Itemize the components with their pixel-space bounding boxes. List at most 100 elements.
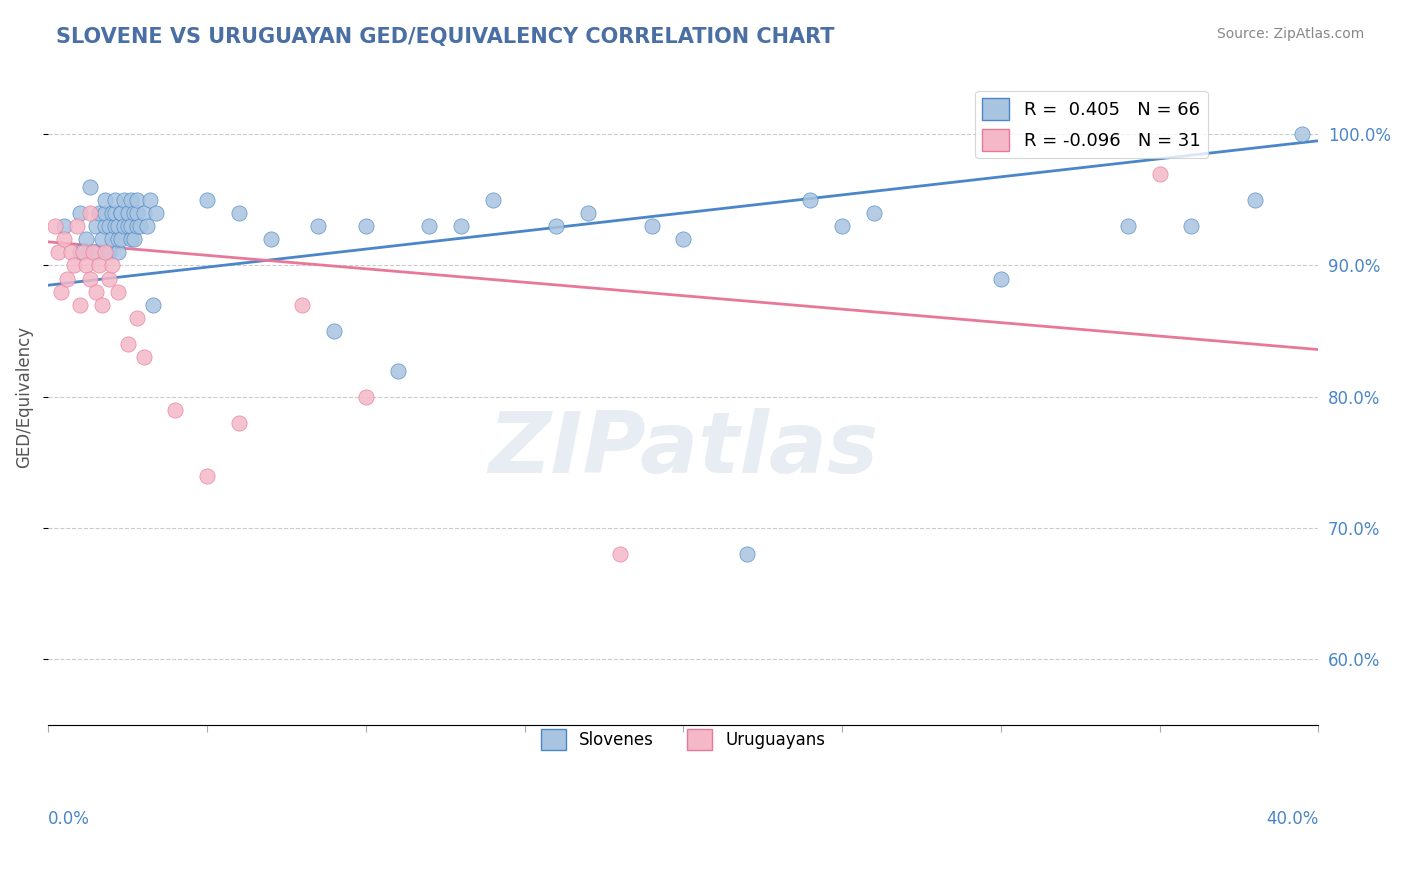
Text: Source: ZipAtlas.com: Source: ZipAtlas.com (1216, 27, 1364, 41)
Point (104, 206, 127, 220)
Point (1291, 127, 1313, 141)
Point (576, 206, 599, 220)
Point (450, 219, 472, 233)
Point (44, 219, 66, 233)
Point (107, 245, 129, 260)
Point (69, 206, 91, 220)
Point (546, 219, 568, 233)
Point (82, 245, 104, 260)
Point (97, 219, 120, 233)
Point (132, 206, 155, 220)
Point (135, 219, 157, 233)
Point (228, 416, 250, 430)
Point (354, 390, 377, 404)
Point (323, 324, 346, 338)
Point (120, 193, 142, 207)
Point (142, 298, 165, 312)
Point (165, 403, 187, 417)
Point (94, 193, 117, 207)
Point (990, 271, 1012, 285)
Point (101, 232, 124, 246)
Point (259, 232, 281, 246)
Point (195, 468, 218, 483)
Point (139, 193, 162, 207)
Point (75, 232, 97, 246)
Point (228, 206, 250, 220)
Point (114, 219, 136, 233)
Point (672, 232, 695, 246)
Point (53, 232, 76, 246)
Point (46, 245, 69, 260)
Point (609, 548, 631, 562)
Point (104, 219, 127, 233)
Point (107, 219, 129, 233)
Point (1180, 219, 1202, 233)
Point (117, 337, 139, 351)
Point (1116, 219, 1139, 233)
Point (114, 193, 136, 207)
Point (97, 245, 120, 260)
Point (799, 193, 821, 207)
Point (195, 193, 218, 207)
Point (831, 219, 853, 233)
Point (69, 298, 91, 312)
Point (145, 206, 167, 220)
Point (127, 193, 149, 207)
Text: SLOVENE VS URUGUAYAN GED/EQUIVALENCY CORRELATION CHART: SLOVENE VS URUGUAYAN GED/EQUIVALENCY COR… (56, 27, 835, 46)
Point (79, 179, 101, 194)
Point (49, 285, 72, 299)
Point (127, 206, 149, 220)
Point (481, 193, 503, 207)
Point (84, 245, 107, 260)
Point (84, 285, 107, 299)
Point (94, 245, 117, 260)
Text: ZIPatlas: ZIPatlas (488, 408, 879, 491)
Point (122, 206, 145, 220)
Point (110, 206, 132, 220)
Point (735, 548, 758, 562)
Point (110, 232, 132, 246)
Point (59, 245, 82, 260)
Point (87, 259, 110, 273)
Point (66, 219, 89, 233)
Point (117, 206, 139, 220)
Point (120, 219, 142, 233)
Point (53, 219, 76, 233)
Point (862, 206, 884, 220)
Point (101, 259, 124, 273)
Point (127, 311, 149, 326)
Point (94, 206, 117, 220)
Point (97, 271, 120, 285)
Point (91, 298, 114, 312)
Point (354, 219, 377, 233)
Text: 0.0%: 0.0% (48, 811, 90, 829)
Point (117, 219, 139, 233)
Point (132, 351, 155, 365)
Text: 40.0%: 40.0% (1265, 811, 1319, 829)
Point (1149, 167, 1171, 181)
Point (62, 259, 84, 273)
Point (94, 219, 117, 233)
Point (91, 232, 114, 246)
Point (640, 219, 662, 233)
Point (307, 219, 329, 233)
Point (69, 245, 91, 260)
Legend: Slovenes, Uruguayans: Slovenes, Uruguayans (534, 723, 832, 756)
Point (120, 232, 142, 246)
Point (75, 259, 97, 273)
Point (291, 298, 314, 312)
Point (104, 193, 127, 207)
Point (72, 245, 94, 260)
Point (127, 219, 149, 233)
Point (56, 271, 79, 285)
Point (101, 206, 124, 220)
Y-axis label: GED/Equivalency: GED/Equivalency (15, 326, 32, 468)
Point (110, 206, 132, 220)
Point (79, 271, 101, 285)
Point (87, 206, 110, 220)
Point (122, 232, 145, 246)
Point (1243, 193, 1265, 207)
Point (107, 232, 129, 246)
Point (418, 219, 440, 233)
Point (79, 206, 101, 220)
